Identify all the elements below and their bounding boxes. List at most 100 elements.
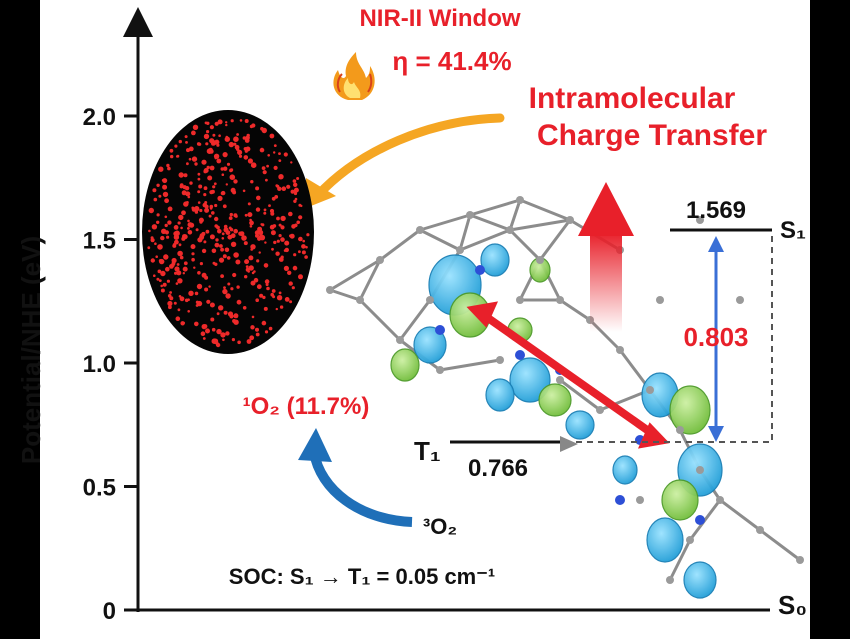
t1-grey-arrowhead <box>560 436 578 452</box>
particle-dot <box>230 241 237 247</box>
particle-dot <box>204 207 210 213</box>
particle-dot <box>158 194 162 198</box>
particle-dot <box>197 172 201 176</box>
particle-dot <box>164 198 170 204</box>
particle-dot <box>257 236 262 241</box>
orbital-lobe-blue <box>509 357 551 403</box>
y-axis-label: Potential/NHE (eV) <box>16 236 46 464</box>
particle-dot <box>164 215 168 219</box>
particle-dot <box>224 247 230 253</box>
particle-dot <box>169 148 174 153</box>
particle-dot <box>254 230 260 236</box>
particle-dot <box>229 228 234 232</box>
particle-dot <box>289 234 292 238</box>
particle-dot <box>203 193 207 197</box>
molecule-atom <box>396 336 404 344</box>
particle-dot <box>174 266 180 272</box>
particle-dot <box>276 239 280 243</box>
particle-dot <box>214 203 218 208</box>
particle-dot <box>199 262 203 266</box>
nir-window-label: NIR-II Window <box>359 5 520 32</box>
particle-dot <box>214 242 220 248</box>
particle-dot <box>235 147 240 151</box>
particle-dot <box>244 275 248 279</box>
particle-dot <box>231 338 235 342</box>
particle-dot <box>216 312 220 316</box>
particle-dot <box>278 234 282 238</box>
particle-dot <box>291 286 295 290</box>
particle-dot <box>289 300 293 304</box>
particle-dot <box>190 244 196 250</box>
particle-dot <box>156 213 160 217</box>
particle-dot <box>225 121 228 124</box>
particle-dot <box>209 165 215 171</box>
particle-dot <box>166 279 170 283</box>
ict-upward-arrow <box>578 182 634 332</box>
particle-dot <box>232 272 237 278</box>
particle-dot <box>263 208 267 212</box>
particle-dot <box>245 146 251 152</box>
flame-icon <box>333 52 375 100</box>
molecule-atom <box>686 536 694 544</box>
s1-value: 1.569 <box>686 197 746 224</box>
particle-dot <box>280 225 285 230</box>
particle-dot <box>214 341 219 345</box>
particle-dot <box>200 331 206 337</box>
particle-dot <box>176 263 180 266</box>
particle-dot <box>173 301 177 305</box>
particle-dot <box>268 204 271 208</box>
particle-dot <box>220 332 226 338</box>
particle-dot <box>246 339 252 344</box>
molecule-atom <box>516 296 524 304</box>
particle-dot <box>284 240 290 246</box>
molecule-atom <box>516 196 524 204</box>
particle-dot <box>157 269 162 274</box>
particle-dot <box>253 270 256 273</box>
particle-dot <box>179 296 185 302</box>
orbital-lobe-blue <box>646 517 684 563</box>
particle-dot <box>233 142 237 146</box>
particle-dot <box>183 201 189 207</box>
particle-dot <box>194 321 199 327</box>
particle-dot <box>213 182 217 186</box>
particle-dot <box>187 227 190 230</box>
molecule-atom <box>666 576 674 584</box>
orbital-lobe-blue <box>565 410 595 440</box>
particle-dot <box>198 184 203 189</box>
particle-dot <box>201 324 207 330</box>
particle-dot <box>218 257 225 263</box>
particle-dot <box>275 307 278 311</box>
particle-dot <box>278 223 282 227</box>
particle-dot <box>239 119 243 122</box>
molecule-bond <box>559 378 601 412</box>
particle-dot <box>183 173 188 178</box>
molecule-atom <box>676 426 684 434</box>
orbital-lobe-green <box>538 383 572 417</box>
molecule-atom <box>376 256 384 264</box>
particle-dot <box>182 234 188 240</box>
particle-dot <box>296 177 300 180</box>
particle-dot <box>278 257 284 262</box>
particle-dot <box>189 181 193 185</box>
molecule-atom <box>756 526 764 534</box>
nanoparticle-dots <box>147 119 310 348</box>
molecule-atom <box>596 406 604 414</box>
orbital-lobe-blue <box>683 561 717 599</box>
particle-dot <box>233 179 238 184</box>
particle-dot <box>288 281 293 286</box>
particle-dot <box>227 311 234 317</box>
particle-dot <box>306 233 310 237</box>
particle-dot <box>220 247 225 252</box>
particle-dot <box>180 321 185 326</box>
molecule-bond <box>379 228 421 262</box>
nitrogen-atom <box>515 350 525 360</box>
y-tick-label: 2.0 <box>83 104 116 131</box>
particle-dot <box>195 228 199 232</box>
particle-dot <box>221 232 225 236</box>
molecule-bond <box>508 199 522 231</box>
particle-dot <box>212 133 216 137</box>
particle-dot <box>227 234 233 240</box>
particle-dot <box>236 133 240 136</box>
particle-dot <box>148 229 151 233</box>
